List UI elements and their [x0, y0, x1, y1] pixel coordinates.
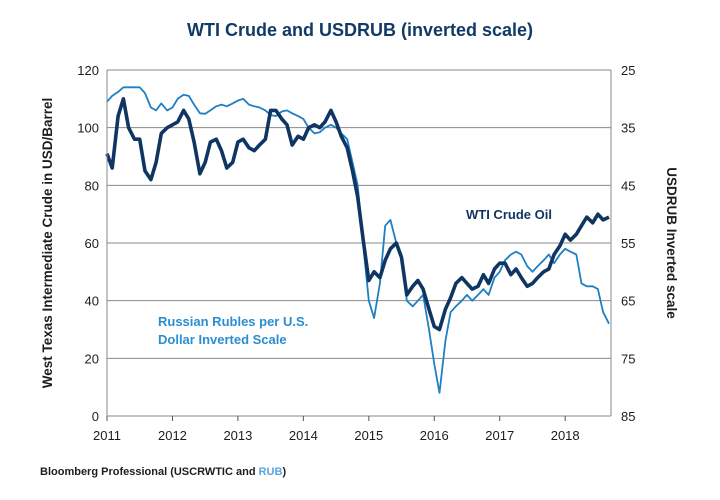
right-tick-25: 25 [621, 63, 635, 78]
left-axis-label: West Texas Intermediate Crude in USD/Bar… [40, 98, 55, 389]
right-axis-ticks: 25 35 45 55 65 75 85 [621, 63, 635, 424]
gridlines [107, 69, 611, 417]
x-tick-2015: 2015 [354, 428, 383, 443]
x-tick-2017: 2017 [485, 428, 514, 443]
left-tick-60: 60 [85, 236, 99, 251]
source-note: Bloomberg Professional (USCRWTIC and RUB… [40, 466, 286, 478]
right-tick-85: 85 [621, 409, 635, 424]
left-tick-0: 0 [92, 409, 99, 424]
wti-series-line [105, 97, 610, 332]
source-rub: RUB [258, 466, 283, 478]
left-tick-120: 120 [77, 63, 99, 78]
x-axis-ticks: 2011 2012 2013 2014 2015 2016 2017 2018 [93, 416, 580, 443]
left-axis-ticks: 0 20 40 60 80 100 120 [77, 63, 99, 424]
right-tick-55: 55 [621, 236, 635, 251]
rub-series-line [106, 86, 610, 394]
right-axis-label: USDRUB Inverted scale [664, 167, 679, 319]
rub-series-label-line1: Russian Rubles per U.S. [158, 314, 308, 329]
rub-series-label-line2: Dollar Inverted Scale [158, 332, 287, 347]
x-tick-2016: 2016 [420, 428, 449, 443]
left-tick-80: 80 [85, 178, 99, 193]
chart-title: WTI Crude and USDRUB (inverted scale) [186, 20, 534, 40]
right-tick-35: 35 [621, 121, 635, 136]
series-lines [105, 86, 610, 394]
x-tick-2018: 2018 [551, 428, 580, 443]
x-tick-2014: 2014 [289, 428, 318, 443]
left-tick-20: 20 [85, 351, 99, 366]
right-tick-45: 45 [621, 178, 635, 193]
left-tick-40: 40 [85, 294, 99, 309]
left-tick-100: 100 [77, 121, 99, 136]
x-tick-2012: 2012 [158, 428, 187, 443]
wti-series-label: WTI Crude Oil [466, 207, 552, 222]
source-suffix: ) [282, 466, 287, 478]
source-prefix: Bloomberg Professional (USCRWTIC and [40, 466, 259, 478]
x-tick-2011: 2011 [93, 428, 121, 443]
x-tick-2013: 2013 [223, 428, 252, 443]
right-tick-65: 65 [621, 294, 635, 309]
right-tick-75: 75 [621, 351, 635, 366]
